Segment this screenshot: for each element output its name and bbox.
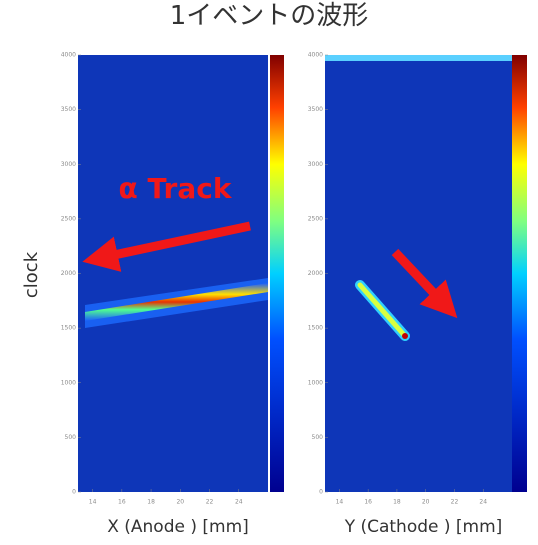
y-tick-label: 500 (312, 434, 324, 441)
figure-title: 1イベントの波形 (170, 1, 369, 31)
colorbar (270, 55, 284, 492)
x-tick-label: 18 (147, 499, 155, 506)
y-tick-label: 500 (65, 434, 77, 441)
colorbar (512, 55, 527, 492)
y-tick-label: 4000 (308, 52, 323, 59)
x-tick-label: 20 (422, 499, 430, 506)
y-tick-label: 1000 (308, 379, 323, 386)
y-tick-label: 0 (319, 489, 323, 496)
y-tick-label: 1500 (308, 325, 323, 332)
y-tick-label: 2000 (61, 270, 76, 277)
annotation: α Track (119, 172, 233, 205)
x-tick-label: 20 (176, 499, 184, 506)
heatmap-bg (78, 55, 268, 492)
x-tick-label: 16 (364, 499, 372, 506)
figure: 1イベントの波形 α Track clock 0 500 1000 1500 2000 2… (0, 0, 538, 545)
x-tick-label: 16 (118, 499, 126, 506)
x-tick-label: 24 (235, 499, 243, 506)
y-tick-label: 3000 (308, 161, 323, 168)
x-tick-label: 22 (451, 499, 459, 506)
x-axis-label: X (Anode ) [mm] (107, 517, 249, 537)
y-tick-label: 2500 (308, 215, 323, 222)
x-tick-label: 22 (206, 499, 214, 506)
x-tick-label: 14 (89, 499, 97, 506)
x-tick-label: 18 (393, 499, 401, 506)
y-axis-label: clock (21, 251, 42, 298)
y-tick-label: 1500 (61, 325, 76, 332)
x-tick-label: 24 (479, 499, 487, 506)
y-tick-label: 3500 (308, 106, 323, 113)
y-tick-label: 4000 (61, 52, 76, 59)
y-tick-label: 3000 (61, 161, 76, 168)
y-tick-label: 1000 (61, 379, 76, 386)
top-row (325, 55, 512, 61)
track-end (402, 333, 408, 339)
x-tick-label: 14 (336, 499, 344, 506)
y-tick-label: 0 (72, 489, 76, 496)
y-tick-label: 2500 (61, 215, 76, 222)
y-tick-label: 3500 (61, 106, 76, 113)
x-axis-label: Y (Cathode ) [mm] (344, 517, 503, 537)
y-tick-label: 2000 (308, 270, 323, 277)
